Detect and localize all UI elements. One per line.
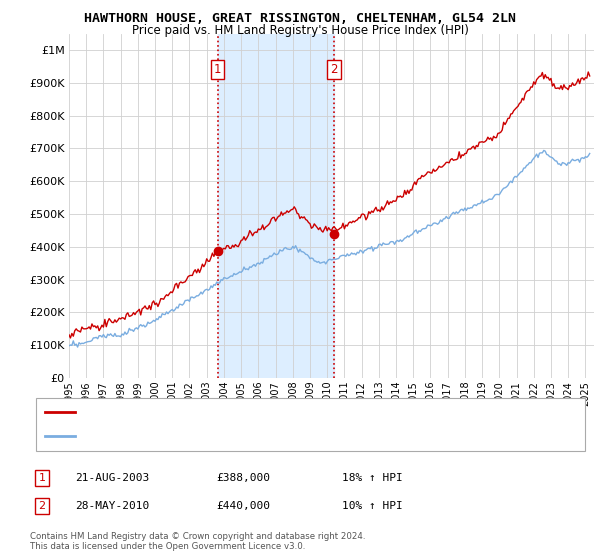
Text: 21-AUG-2003: 21-AUG-2003 [75, 473, 149, 483]
Text: 2: 2 [38, 501, 46, 511]
Text: £440,000: £440,000 [216, 501, 270, 511]
Text: 10% ↑ HPI: 10% ↑ HPI [342, 501, 403, 511]
Text: 18% ↑ HPI: 18% ↑ HPI [342, 473, 403, 483]
Text: 2: 2 [331, 63, 338, 76]
Text: £388,000: £388,000 [216, 473, 270, 483]
Text: 28-MAY-2010: 28-MAY-2010 [75, 501, 149, 511]
Text: 1: 1 [38, 473, 46, 483]
Text: HPI: Average price, detached house, Cotswold: HPI: Average price, detached house, Cots… [81, 431, 306, 441]
Text: HAWTHORN HOUSE, GREAT RISSINGTON, CHELTENHAM, GL54 2LN (detached house): HAWTHORN HOUSE, GREAT RISSINGTON, CHELTE… [81, 408, 494, 418]
Bar [218, 34, 334, 378]
Text: HAWTHORN HOUSE, GREAT RISSINGTON, CHELTENHAM, GL54 2LN: HAWTHORN HOUSE, GREAT RISSINGTON, CHELTE… [84, 12, 516, 25]
Text: Contains HM Land Registry data © Crown copyright and database right 2024.
This d: Contains HM Land Registry data © Crown c… [30, 532, 365, 552]
Text: Price paid vs. HM Land Registry's House Price Index (HPI): Price paid vs. HM Land Registry's House … [131, 24, 469, 37]
Text: 1: 1 [214, 63, 221, 76]
